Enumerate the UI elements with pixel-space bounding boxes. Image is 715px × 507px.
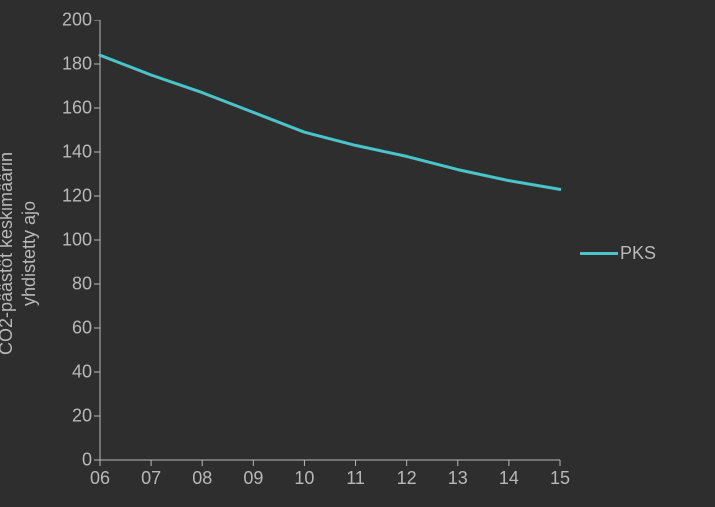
series-line <box>100 55 560 189</box>
y-tick-label: 100 <box>48 230 92 251</box>
y-tick-label: 40 <box>48 362 92 383</box>
y-tick-label: 160 <box>48 98 92 119</box>
plot-area <box>100 20 560 460</box>
legend-label: PKS <box>620 243 656 264</box>
x-tick-label: 08 <box>192 468 212 489</box>
y-tick-label: 180 <box>48 54 92 75</box>
y-tick-label: 120 <box>48 186 92 207</box>
x-tick-label: 12 <box>397 468 417 489</box>
y-tick-label: 20 <box>48 406 92 427</box>
x-tick-label: 14 <box>499 468 519 489</box>
x-tick-label: 10 <box>294 468 314 489</box>
x-tick-label: 15 <box>550 468 570 489</box>
legend-swatch <box>580 252 618 255</box>
y-axis-title: CO2-päästöt keskimäärin yhdistetty ajo <box>0 152 41 355</box>
x-tick-label: 13 <box>448 468 468 489</box>
x-tick-label: 09 <box>243 468 263 489</box>
x-tick-label: 06 <box>90 468 110 489</box>
y-axis-title-container: CO2-päästöt keskimäärin yhdistetty ajo <box>0 0 36 507</box>
legend: PKS <box>580 0 656 507</box>
y-tick-label: 200 <box>48 10 92 31</box>
x-tick-label: 11 <box>346 468 365 489</box>
y-tick-label: 60 <box>48 318 92 339</box>
x-tick-label: 07 <box>141 468 161 489</box>
legend-item: PKS <box>580 243 656 264</box>
chart-svg <box>94 20 561 467</box>
line-chart: CO2-päästöt keskimäärin yhdistetty ajo P… <box>0 0 715 507</box>
y-tick-label: 0 <box>48 450 92 471</box>
y-tick-label: 140 <box>48 142 92 163</box>
y-tick-label: 80 <box>48 274 92 295</box>
